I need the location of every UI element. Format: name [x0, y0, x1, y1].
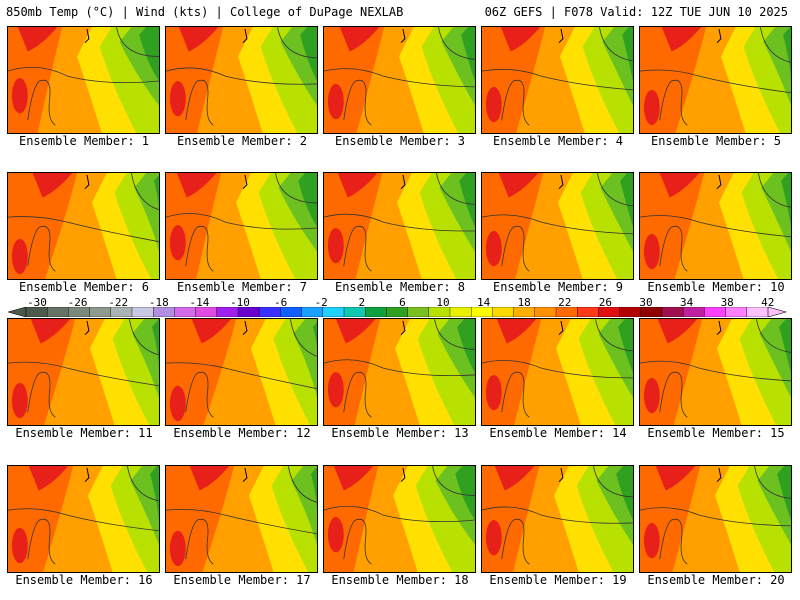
ensemble-map-panel[interactable]: [639, 318, 792, 426]
ensemble-member-label: Ensemble Member: 16: [15, 573, 153, 587]
ensemble-member-label: Ensemble Member: 1: [18, 134, 150, 148]
ensemble-member-label: Ensemble Member: 9: [492, 280, 624, 294]
colorbar-tick-label: -2: [314, 296, 328, 309]
ensemble-member-label: Ensemble Member: 10: [647, 280, 785, 294]
chart-title: 850mb Temp (°C) | Wind (kts) | College o…: [6, 5, 404, 19]
colorbar-tick-label: 30: [639, 296, 653, 309]
ensemble-map-panel[interactable]: [323, 465, 476, 573]
colorbar-swatch: [407, 307, 430, 317]
ensemble-member-label: Ensemble Member: 8: [334, 280, 466, 294]
ensemble-map-panel[interactable]: [165, 26, 318, 134]
ensemble-map-panel[interactable]: [639, 465, 792, 573]
temperature-map: [324, 319, 475, 425]
ensemble-map-panel[interactable]: [481, 465, 634, 573]
ensemble-map-panel[interactable]: [481, 318, 634, 426]
temperature-map: [166, 173, 317, 279]
colorbar-swatch: [365, 307, 387, 317]
colorbar-tick-label: 10: [436, 296, 450, 309]
colorbar-tick-label: -18: [148, 296, 169, 309]
ensemble-member-label: Ensemble Member: 18: [331, 573, 469, 587]
colorbar-tick-label: -30: [27, 296, 47, 309]
temperature-map: [640, 173, 791, 279]
ensemble-member-label: Ensemble Member: 2: [176, 134, 308, 148]
temperature-map: [166, 319, 317, 425]
temperature-map: [8, 27, 159, 133]
colorbar-tick-label: 18: [517, 296, 531, 309]
colorbar-tick-label: 14: [476, 296, 491, 309]
temperature-map: [8, 319, 159, 425]
colorbar-swatch: [47, 307, 69, 317]
colorbar-tick-label: 22: [558, 296, 572, 309]
temperature-map: [482, 319, 633, 425]
colorbar-tick-label: 38: [720, 296, 734, 309]
ensemble-member-label: Ensemble Member: 20: [647, 573, 785, 587]
colorbar-swatch: [449, 307, 472, 317]
colorbar-swatch: [492, 307, 515, 317]
temperature-map: [166, 27, 317, 133]
temperature-colorbar: [8, 307, 788, 317]
temperature-map: [324, 173, 475, 279]
ensemble-member-label: Ensemble Member: 17: [173, 573, 311, 587]
temperature-map: [640, 466, 791, 572]
model-run-valid-time: 06Z GEFS | F078 Valid: 12Z TUE JUN 10 20…: [484, 5, 788, 19]
ensemble-member-label: Ensemble Member: 13: [331, 426, 469, 440]
colorbar-tick-label: -26: [67, 296, 88, 309]
colorbar-tick-label: 26: [598, 296, 613, 309]
ensemble-map-panel[interactable]: [7, 172, 160, 280]
ensemble-map-panel[interactable]: [481, 26, 634, 134]
ensemble-member-label: Ensemble Member: 4: [492, 134, 624, 148]
ensemble-map-panel[interactable]: [639, 26, 792, 134]
ensemble-member-label: Ensemble Member: 14: [489, 426, 627, 440]
temperature-map: [482, 466, 633, 572]
ensemble-map-panel[interactable]: [323, 26, 476, 134]
colorbar-tick-label: -14: [189, 296, 210, 309]
ensemble-map-panel[interactable]: [7, 465, 160, 573]
colorbar-swatch: [577, 307, 599, 317]
temperature-map: [324, 27, 475, 133]
ensemble-map-panel[interactable]: [323, 318, 476, 426]
ensemble-map-panel[interactable]: [323, 172, 476, 280]
temperature-map: [640, 319, 791, 425]
ensemble-member-label: Ensemble Member: 3: [334, 134, 466, 148]
ensemble-member-label: Ensemble Member: 11: [15, 426, 153, 440]
ensemble-map-panel[interactable]: [639, 172, 792, 280]
ensemble-map-panel[interactable]: [7, 26, 160, 134]
ensemble-map-panel[interactable]: [165, 172, 318, 280]
ensemble-member-label: Ensemble Member: 7: [176, 280, 308, 294]
colorbar-swatch: [619, 307, 642, 317]
temperature-map: [482, 27, 633, 133]
temperature-map: [166, 466, 317, 572]
temperature-map: [640, 27, 791, 133]
temperature-map: [8, 173, 159, 279]
ensemble-member-label: Ensemble Member: 5: [650, 134, 782, 148]
ensemble-map-panel[interactable]: [481, 172, 634, 280]
colorbar-tick-label: 42: [761, 296, 775, 309]
ensemble-member-label: Ensemble Member: 12: [173, 426, 311, 440]
colorbar-tick-label: 6: [399, 296, 406, 309]
colorbar-tick-label: 34: [679, 296, 694, 309]
temperature-map: [482, 173, 633, 279]
colorbar-tick-label: 2: [358, 296, 366, 309]
ensemble-map-panel[interactable]: [165, 465, 318, 573]
temperature-map: [324, 466, 475, 572]
colorbar-tick-label: -22: [108, 296, 129, 309]
colorbar-tick-label: -6: [273, 296, 288, 309]
colorbar-swatch: [534, 307, 557, 317]
ensemble-map-panel[interactable]: [165, 318, 318, 426]
ensemble-member-label: Ensemble Member: 15: [647, 426, 785, 440]
ensemble-map-panel[interactable]: [7, 318, 160, 426]
colorbar-tick-label: -10: [230, 296, 250, 309]
temperature-map: [8, 466, 159, 572]
ensemble-member-label: Ensemble Member: 6: [18, 280, 150, 294]
ensemble-member-label: Ensemble Member: 19: [489, 573, 627, 587]
